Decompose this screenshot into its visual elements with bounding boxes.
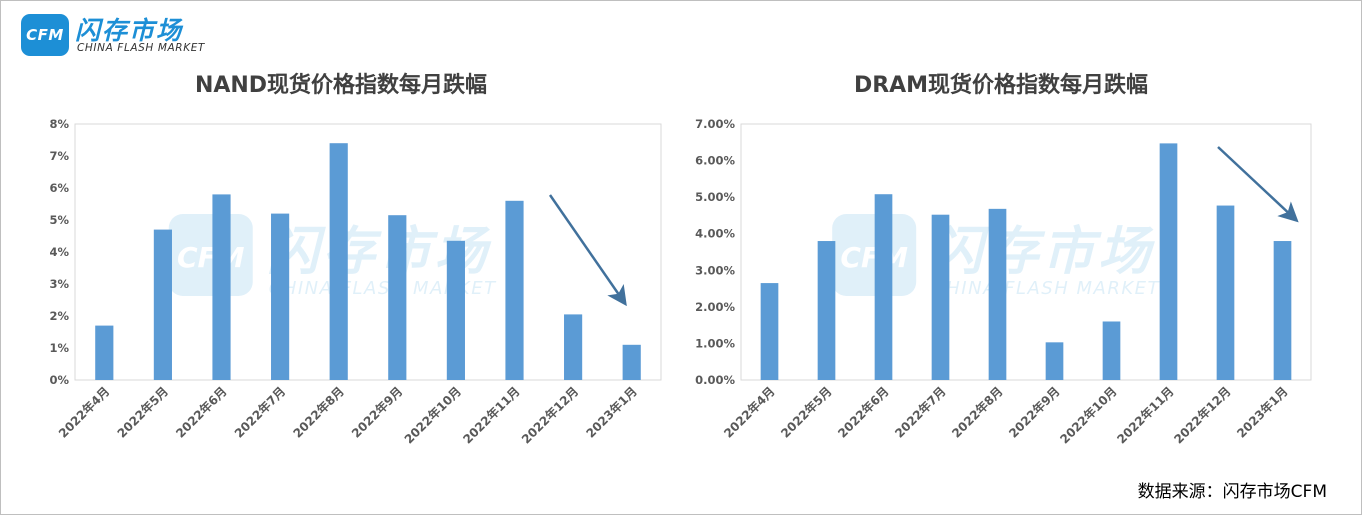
nand-chart: NAND现货价格指数每月跌幅 CFM 闪存市场 CHINA FLASH MARKET… — [11, 57, 671, 477]
logo-name-cn: 闪存市场 — [75, 16, 184, 45]
dram-y-tick-label: 5.00% — [695, 190, 735, 204]
dram-y-tick-label: 2.00% — [695, 300, 735, 314]
nand-bar — [446, 240, 465, 380]
dram-x-tick-label: 2022年4月 — [721, 384, 778, 441]
dram-x-tick-label: 2023年1月 — [1234, 384, 1291, 441]
svg-text:CHINA FLASH MARKET: CHINA FLASH MARKET — [269, 278, 497, 299]
dram-bar — [760, 283, 779, 380]
dram-x-tick-label: 2022年6月 — [835, 384, 892, 441]
nand-y-tick-label: 0% — [49, 373, 69, 387]
dram-x-tick-label: 2022年11月 — [1114, 384, 1177, 447]
nand-bar — [564, 314, 583, 380]
nand-x-tick-label: 2022年10月 — [401, 384, 464, 447]
svg-text:闪存市场: 闪存市场 — [930, 222, 1155, 282]
dram-bar — [1216, 205, 1235, 380]
nand-x-tick-label: 2023年1月 — [583, 384, 640, 441]
dram-x-tick-label: 2022年7月 — [892, 384, 949, 441]
nand-x-tick-label: 2022年5月 — [114, 384, 171, 441]
nand-y-tick-label: 1% — [49, 341, 69, 355]
nand-bar — [622, 344, 641, 380]
nand-y-tick-label: 4% — [49, 245, 69, 259]
dram-x-tick-label: 2022年5月 — [778, 384, 835, 441]
dram-bar — [1159, 143, 1178, 380]
dram-bar — [874, 194, 893, 380]
nand-x-tick-label: 2022年7月 — [231, 384, 288, 441]
nand-plot-area — [74, 123, 662, 381]
nand-bar — [388, 215, 407, 380]
dram-y-tick-label: 3.00% — [695, 263, 735, 277]
nand-x-tick-label: 2022年12月 — [518, 384, 581, 447]
logo-name-en: CHINA FLASH MARKET — [77, 42, 205, 54]
dram-y-tick-label: 4.00% — [695, 227, 735, 241]
svg-text:CFM: CFM — [840, 241, 908, 274]
nand-x-tick-label: 2022年9月 — [348, 384, 405, 441]
nand-bar — [271, 213, 290, 380]
dram-y-tick-label: 1.00% — [695, 336, 735, 350]
dram-y-tick-label: 7.00% — [695, 117, 735, 131]
dram-y-tick-label: 0.00% — [695, 373, 735, 387]
nand-x-tick-label: 2022年11月 — [460, 384, 523, 447]
nand-y-tick-label: 3% — [49, 277, 69, 291]
nand-x-tick-label: 2022年6月 — [173, 384, 230, 441]
dram-trend-arrow — [1217, 146, 1299, 223]
dram-chart: DRAM现货价格指数每月跌幅 CFM 闪存市场 CHINA FLASH MARKET… — [681, 57, 1321, 477]
nand-y-tick-label: 8% — [49, 117, 69, 131]
dram-x-tick-label: 2022年8月 — [949, 384, 1006, 441]
nand-bar — [153, 229, 172, 380]
nand-x-tick-label: 2022年8月 — [290, 384, 347, 441]
nand-bar — [329, 143, 348, 380]
dram-x-tick-label: 2022年12月 — [1171, 384, 1234, 447]
svg-text:CHINA FLASH MARKET: CHINA FLASH MARKET — [932, 278, 1160, 299]
nand-y-tick-label: 6% — [49, 181, 69, 195]
dram-bar — [1045, 342, 1064, 380]
nand-y-tick-label: 2% — [49, 309, 69, 323]
dram-bar — [988, 208, 1007, 380]
nand-y-tick-label: 5% — [49, 213, 69, 227]
dram-x-tick-label: 2022年9月 — [1006, 384, 1063, 441]
nand-bar — [212, 194, 231, 380]
data-source-note: 数据来源：闪存市场CFM — [1137, 482, 1327, 502]
cfm-logo-icon: CFM — [21, 14, 69, 56]
svg-text:CFM: CFM — [177, 241, 245, 274]
dram-bar — [1102, 321, 1121, 380]
nand-trend-arrow — [548, 194, 627, 307]
dram-plot-area — [740, 123, 1312, 381]
nand-x-tick-label: 2022年4月 — [55, 384, 112, 441]
dram-x-tick-label: 2022年10月 — [1057, 384, 1120, 447]
nand-y-tick-label: 7% — [49, 149, 69, 163]
dram-chart-title: DRAM现货价格指数每月跌幅 — [853, 73, 1149, 98]
brand-logo: CFM 闪存市场 CHINA FLASH MARKET — [21, 11, 231, 57]
dram-bar — [817, 241, 836, 380]
dram-bar — [931, 214, 950, 380]
nand-bar — [505, 200, 524, 380]
nand-chart-title: NAND现货价格指数每月跌幅 — [194, 73, 488, 98]
dram-bar — [1273, 241, 1292, 380]
nand-bar — [95, 325, 114, 380]
dram-y-tick-label: 6.00% — [695, 154, 735, 168]
